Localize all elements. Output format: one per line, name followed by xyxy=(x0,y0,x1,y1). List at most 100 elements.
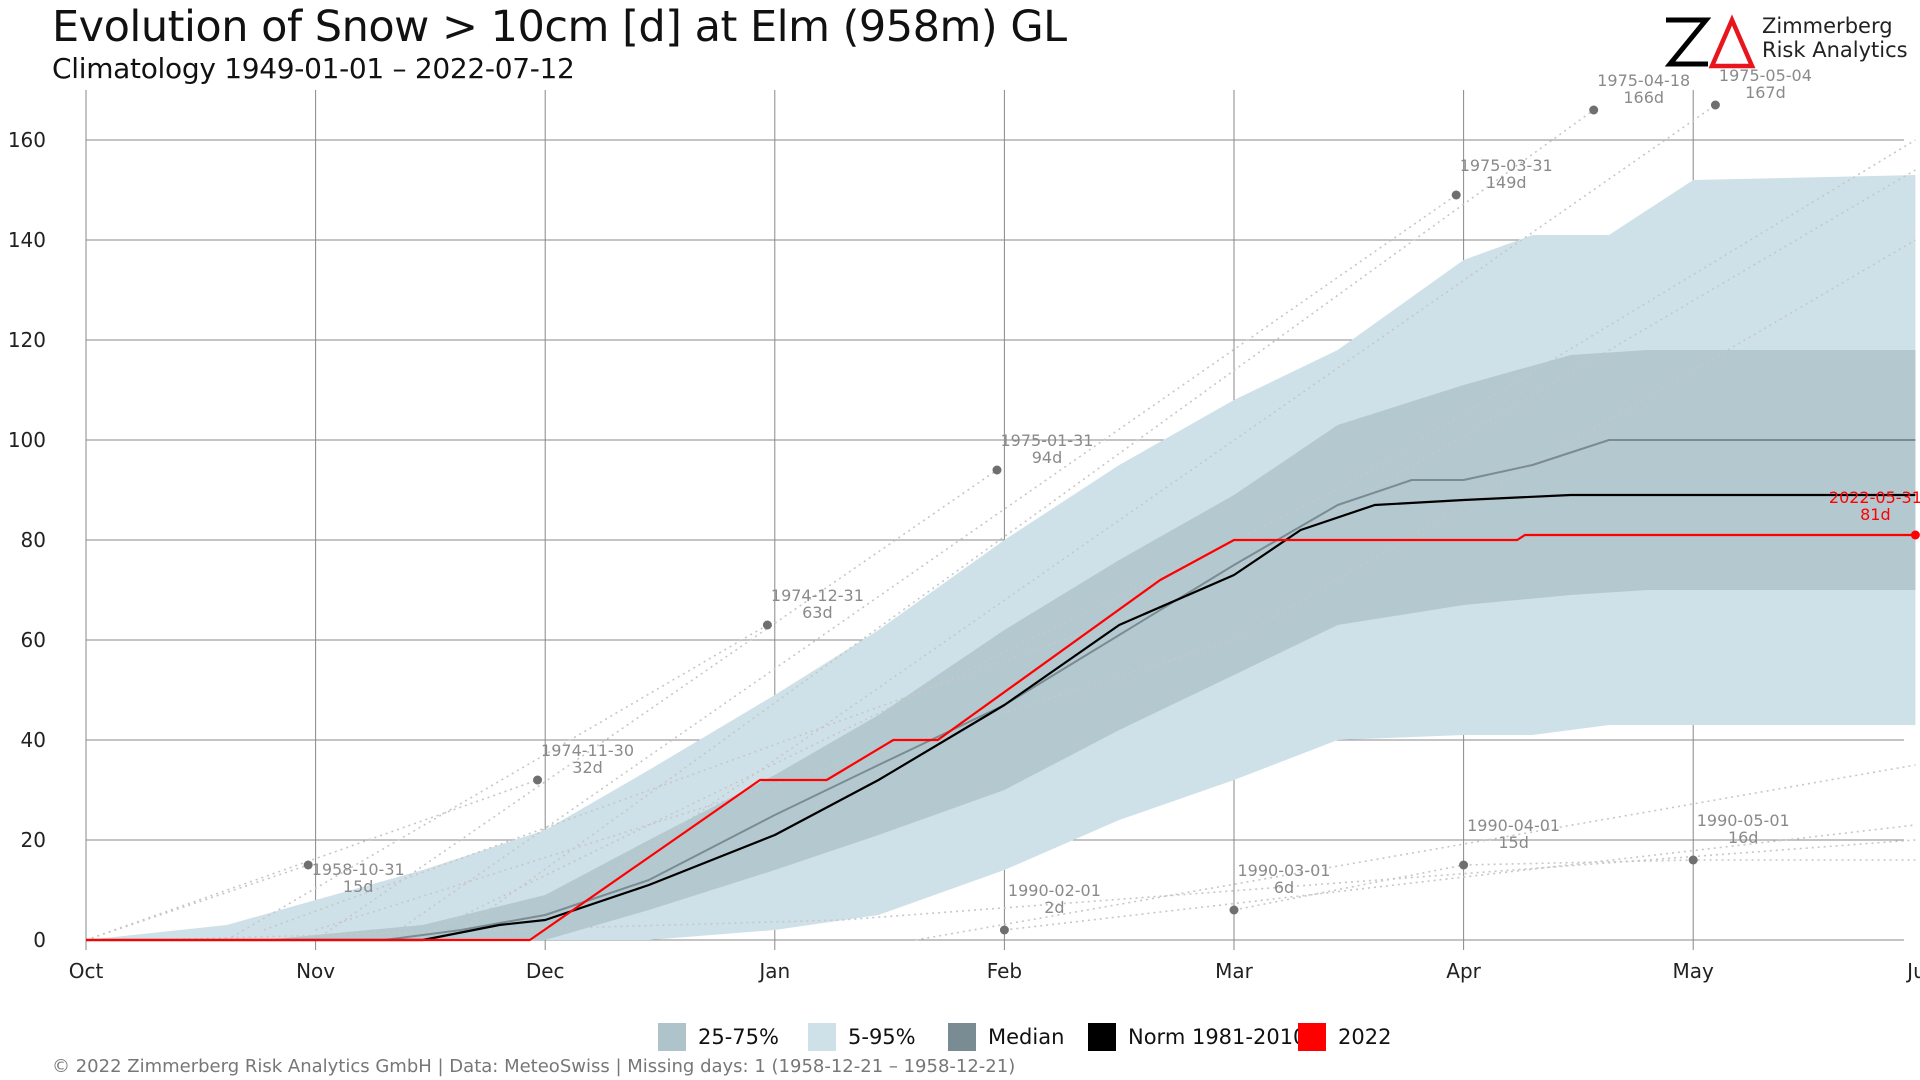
annotation-date: 2022-05-31 xyxy=(1829,488,1920,507)
y-tick-label: 100 xyxy=(8,428,46,452)
annotation-dot xyxy=(762,620,772,630)
band-25-75% xyxy=(86,350,1916,940)
legend-label: Norm 1981-2010 xyxy=(1128,1025,1307,1049)
annotation-date: 1974-11-30 xyxy=(541,741,634,760)
legend-item: Norm 1981-2010 xyxy=(1088,1022,1306,1052)
annotation-date: 1975-05-04 xyxy=(1719,66,1812,85)
legend-item: 25-75% xyxy=(658,1022,779,1052)
annotation-value: 63d xyxy=(802,603,833,622)
extreme-trace xyxy=(315,239,1916,931)
logo-a-shape xyxy=(1708,14,1756,69)
annotation-dot xyxy=(992,465,1002,475)
company-logo: Zimmerberg Risk Analytics xyxy=(1662,10,1908,74)
legend-label: Median xyxy=(988,1025,1065,1049)
chart-legend: 25-75% 5-95% Median Norm 1981-2010 2022 xyxy=(0,1022,1920,1052)
extreme-trace xyxy=(384,194,1457,941)
annotation-dot xyxy=(1710,100,1720,110)
band-5-95% xyxy=(86,175,1916,940)
annotation-value: 6d xyxy=(1274,878,1294,897)
series-line-2022 xyxy=(86,533,1916,942)
za-logo-mark xyxy=(1664,14,1756,69)
annotation-value: 15d xyxy=(343,877,374,896)
extreme-trace xyxy=(85,779,538,941)
legend-item: 5-95% xyxy=(808,1022,916,1052)
y-tick-label: 160 xyxy=(8,128,46,152)
logo-line-1: Zimmerberg xyxy=(1762,14,1893,38)
annotation-date: 1975-04-18 xyxy=(1597,71,1690,90)
extreme-annotations: 1958-10-3115d1974-11-3032d1974-12-3163d1… xyxy=(303,66,1920,935)
extreme-trace xyxy=(1004,824,1916,931)
axis-ticks: 0 20 40 60 80 100 120 140 160 Oct Nov Dec Jan Feb Mar A… xyxy=(8,128,1920,983)
extreme-trace xyxy=(226,624,768,941)
x-tick-label: Apr xyxy=(1446,959,1481,983)
y-tick-label: 0 xyxy=(33,928,46,952)
annotation-date: 1990-05-01 xyxy=(1697,811,1790,830)
x-tick-label: Jan xyxy=(757,959,790,983)
x-tick-label: Mar xyxy=(1215,959,1254,983)
y-tick-label: 60 xyxy=(21,628,46,652)
annotation-value: 167d xyxy=(1745,83,1786,102)
annotation-date: 1990-04-01 xyxy=(1467,816,1560,835)
annotation-date: 1975-03-31 xyxy=(1460,156,1553,175)
logo-z-shape xyxy=(1664,17,1712,67)
annotation-value: 166d xyxy=(1623,88,1664,107)
annotation-date: 1974-12-31 xyxy=(771,586,864,605)
legend-item: 2022 xyxy=(1298,1022,1391,1052)
x-tick-label: Feb xyxy=(987,959,1022,983)
x-tick-label: Jun xyxy=(1905,959,1920,983)
x-tick-label: Dec xyxy=(526,959,565,983)
legend-label: 25-75% xyxy=(698,1025,779,1049)
logo-line-2: Risk Analytics xyxy=(1762,38,1908,62)
legend-swatch xyxy=(1298,1023,1326,1051)
annotation-value: 149d xyxy=(1486,173,1527,192)
legend-label: 5-95% xyxy=(848,1025,916,1049)
annotation-dot xyxy=(999,925,1009,935)
annotation-value: 16d xyxy=(1728,828,1759,847)
x-tick-label: May xyxy=(1673,959,1715,983)
legend-label: 2022 xyxy=(1338,1025,1392,1049)
legend-swatch xyxy=(658,1023,686,1051)
legend-swatch xyxy=(808,1023,836,1051)
y-tick-label: 120 xyxy=(8,328,46,352)
annotation-value: 81d xyxy=(1860,505,1891,524)
extreme-trace xyxy=(1233,859,1916,911)
extreme-year-traces xyxy=(85,104,1916,941)
annotation-dot xyxy=(1688,855,1698,865)
y-tick-label: 40 xyxy=(21,728,46,752)
x-tick-label: Oct xyxy=(69,959,104,983)
legend-item: Median xyxy=(948,1022,1064,1052)
annotation-date: 1990-03-01 xyxy=(1238,861,1331,880)
footer-credits: © 2022 Zimmerberg Risk Analytics GmbH | … xyxy=(52,1056,1016,1077)
series-lines xyxy=(86,439,1916,942)
annotation-date: 1975-01-31 xyxy=(1001,431,1094,450)
annotation-dot xyxy=(1589,105,1599,115)
annotation-dot xyxy=(303,860,313,870)
series-line-norm-1981-2010 xyxy=(86,493,1916,942)
extreme-trace xyxy=(152,839,1916,941)
annotation-dot xyxy=(533,775,543,785)
annotation-dot xyxy=(1229,905,1239,915)
legend-swatch xyxy=(1088,1023,1116,1051)
annotation-value: 94d xyxy=(1032,448,1063,467)
y-tick-label: 140 xyxy=(8,228,46,252)
annotation-dot xyxy=(1910,530,1920,540)
annotation-date: 1990-02-01 xyxy=(1008,881,1101,900)
extreme-trace xyxy=(460,109,1595,931)
annotation-value: 15d xyxy=(1498,833,1529,852)
annotation-value: 2d xyxy=(1044,898,1064,917)
annotation-dot xyxy=(1451,190,1461,200)
legend-swatch xyxy=(948,1023,976,1051)
chart-subtitle: Climatology 1949-01-01 – 2022-07-12 xyxy=(52,52,575,85)
extreme-trace xyxy=(915,764,1916,941)
snow-days-chart: 1958-10-3115d1974-11-3032d1974-12-3163d1… xyxy=(8,66,1920,983)
x-tick-label: Nov xyxy=(296,959,335,983)
series-line-median xyxy=(86,439,1916,941)
annotation-date: 1958-10-31 xyxy=(312,860,405,879)
extreme-trace xyxy=(544,104,1716,921)
y-tick-label: 20 xyxy=(21,828,46,852)
chart-title: Evolution of Snow > 10cm [d] at Elm (958… xyxy=(52,2,1067,52)
y-tick-label: 80 xyxy=(21,528,46,552)
percentile-bands xyxy=(86,175,1916,940)
logo-text: Zimmerberg Risk Analytics xyxy=(1762,14,1908,62)
annotation-value: 32d xyxy=(572,758,603,777)
